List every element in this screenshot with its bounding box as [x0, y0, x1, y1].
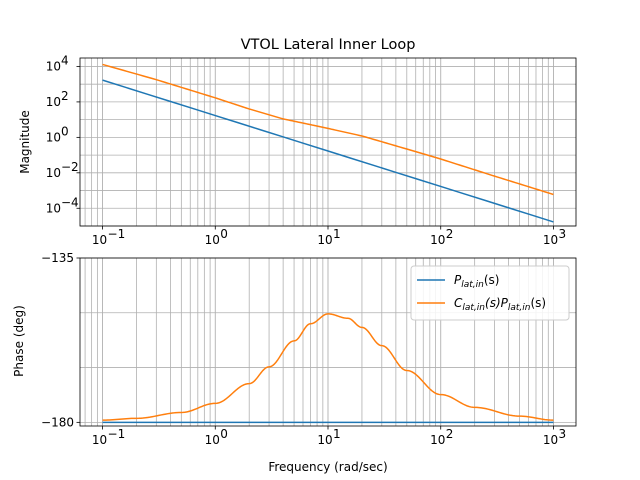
magnitude-series-1-line	[102, 63, 554, 196]
phase-y-tick-label: −180	[41, 415, 74, 429]
phase-x-tick-exponent: 2	[446, 427, 454, 441]
chart-title: VTOL Lateral Inner Loop	[241, 37, 416, 53]
magnitude-y-label: Magnitude	[18, 110, 32, 174]
magnitude-x-tick-exponent: 2	[446, 227, 454, 241]
phase-x-tick-exponent: −1	[108, 427, 126, 441]
phase-x-tick-label: 10	[205, 433, 220, 447]
phase-x-tick-exponent: 3	[558, 427, 566, 441]
magnitude-series	[102, 63, 554, 223]
magnitude-y-tick-exponent: 0	[61, 124, 69, 138]
magnitude-y-tick-exponent: 4	[61, 53, 69, 67]
phase-y-label: Phase (deg)	[12, 305, 26, 377]
magnitude-y-tick-label: 10	[46, 130, 61, 144]
magnitude-y-tick-exponent: 2	[61, 89, 69, 103]
magnitude-x-tick-exponent: 1	[333, 227, 341, 241]
magnitude-series-0-line	[102, 79, 554, 223]
magnitude-ticks: 10 −1 10 0 10 1 10 2 10 310 −410 −210 010 210 4	[46, 53, 566, 247]
phase-x-label: Frequency (rad/sec)	[268, 460, 387, 474]
phase-plot: 10 −1 10 0 10 1 10 2 10 3−180−135 Frequency (rad/…	[12, 251, 577, 474]
magnitude-y-tick-label: 10	[46, 166, 61, 180]
magnitude-x-tick-label: 10	[543, 233, 558, 247]
phase-series	[102, 313, 554, 424]
legend: Plat,in(s) Clat,in(s)Plat,in(s)	[410, 265, 570, 321]
magnitude-x-tick-label: 10	[92, 233, 107, 247]
magnitude-y-tick-label: 10	[46, 59, 61, 73]
phase-x-tick-exponent: 1	[333, 427, 341, 441]
magnitude-y-tick-exponent: −2	[61, 160, 79, 174]
phase-x-tick-label: 10	[92, 433, 107, 447]
magnitude-x-tick-exponent: 3	[558, 227, 566, 241]
legend-label-p: Plat,in(s)	[454, 273, 500, 290]
magnitude-grid	[80, 58, 576, 227]
phase-x-tick-label: 10	[430, 433, 445, 447]
magnitude-plot: 10 −1 10 0 10 1 10 2 10 310 −410 −210 010 210 4 VTOL L…	[18, 37, 577, 247]
legend-box	[410, 265, 570, 321]
magnitude-x-tick-exponent: −1	[108, 227, 126, 241]
magnitude-y-tick-label: 10	[46, 201, 61, 215]
phase-x-tick-label: 10	[317, 433, 332, 447]
phase-series-1-line	[102, 313, 554, 421]
magnitude-y-tick-label: 10	[46, 95, 61, 109]
magnitude-x-tick-label: 10	[317, 233, 332, 247]
magnitude-y-tick-exponent: −4	[61, 195, 79, 209]
phase-y-tick-label: −135	[41, 251, 74, 265]
magnitude-x-tick-label: 10	[430, 233, 445, 247]
magnitude-x-tick-exponent: 0	[220, 227, 228, 241]
phase-ticks: 10 −1 10 0 10 1 10 2 10 3−180−135	[41, 251, 566, 447]
phase-x-tick-exponent: 0	[220, 427, 228, 441]
magnitude-x-tick-label: 10	[205, 233, 220, 247]
legend-label-cp: Clat,in(s)Plat,in(s)	[454, 296, 546, 313]
phase-x-tick-label: 10	[543, 433, 558, 447]
